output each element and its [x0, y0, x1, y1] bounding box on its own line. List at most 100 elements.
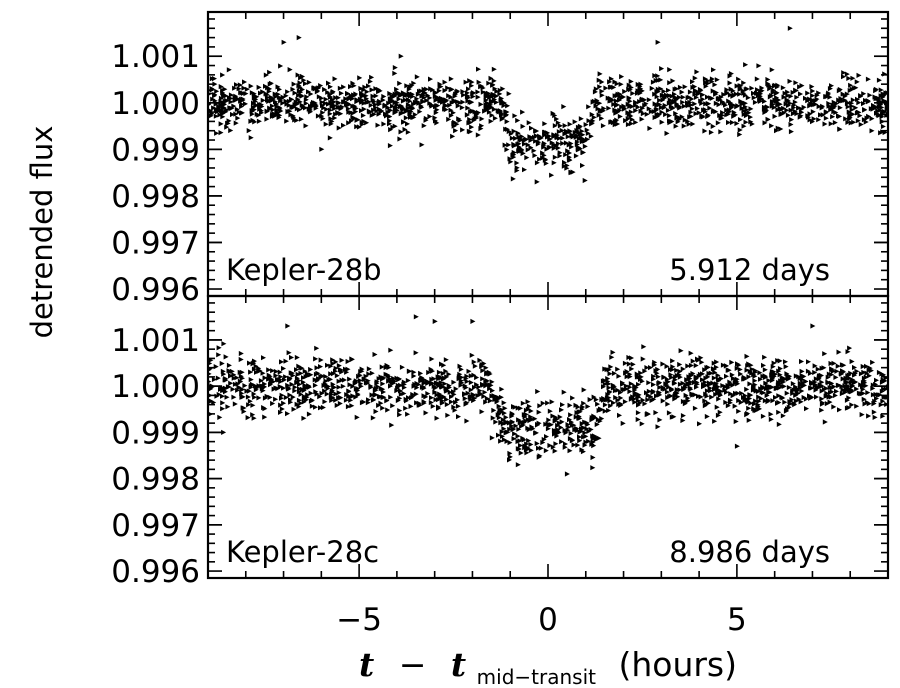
data-point — [736, 408, 742, 414]
data-point — [872, 414, 878, 420]
data-point — [541, 436, 547, 443]
data-point — [661, 88, 667, 94]
data-point — [518, 405, 524, 411]
data-point — [391, 94, 397, 100]
data-point — [829, 83, 834, 89]
data-point — [786, 384, 792, 391]
data-point — [860, 390, 866, 396]
data-point — [771, 373, 777, 379]
data-point — [248, 383, 254, 389]
data-point — [728, 391, 734, 397]
data-point — [479, 363, 485, 369]
data-point — [626, 86, 632, 92]
data-point — [787, 401, 793, 407]
data-point — [256, 395, 262, 401]
data-point — [345, 91, 350, 97]
data-point — [859, 412, 865, 418]
data-point — [330, 381, 336, 387]
data-point — [618, 389, 623, 396]
data-point — [392, 65, 398, 71]
data-point — [390, 103, 395, 109]
data-point — [762, 120, 768, 126]
data-point — [469, 124, 475, 130]
data-point — [674, 103, 680, 109]
data-point — [802, 382, 807, 388]
data-point — [589, 120, 595, 126]
data-point — [744, 107, 750, 113]
data-point — [629, 396, 635, 402]
data-point — [775, 102, 781, 108]
data-point — [596, 407, 602, 414]
data-point — [748, 119, 754, 125]
data-point — [476, 66, 481, 72]
data-point — [497, 91, 503, 97]
data-point — [635, 88, 641, 94]
data-point — [346, 120, 352, 126]
data-point — [277, 106, 283, 112]
data-point — [626, 361, 632, 367]
data-point — [790, 390, 796, 396]
data-point — [496, 432, 501, 438]
data-point — [618, 395, 624, 401]
data-point — [412, 112, 418, 118]
data-point — [375, 384, 381, 390]
data-point — [520, 400, 526, 406]
data-point — [737, 86, 743, 92]
data-point — [433, 397, 439, 403]
data-point — [358, 85, 364, 92]
data-point — [341, 84, 347, 90]
data-point — [520, 109, 526, 115]
data-point — [266, 98, 272, 104]
data-point — [602, 381, 608, 387]
data-point — [321, 105, 327, 111]
data-point — [376, 100, 382, 106]
data-point — [330, 90, 336, 96]
data-point — [794, 94, 800, 100]
data-point — [556, 429, 562, 436]
data-point — [385, 407, 391, 413]
data-point — [796, 105, 802, 111]
data-point — [374, 108, 380, 114]
data-point — [517, 137, 523, 143]
data-point — [593, 86, 599, 92]
data-point — [394, 100, 400, 106]
data-point — [758, 395, 764, 402]
data-point — [448, 94, 454, 100]
data-point — [702, 398, 708, 404]
data-point — [828, 390, 833, 396]
data-point — [511, 128, 517, 134]
data-point — [817, 382, 823, 388]
data-point — [655, 39, 661, 45]
data-point — [323, 378, 329, 384]
data-point — [343, 366, 348, 372]
data-point — [819, 396, 825, 402]
data-point — [312, 101, 318, 107]
data-point — [443, 97, 449, 103]
data-point — [606, 105, 612, 111]
data-point — [292, 90, 298, 96]
data-point — [520, 123, 526, 129]
data-point — [732, 403, 738, 409]
data-point — [775, 125, 781, 131]
data-point — [449, 100, 455, 106]
data-point — [766, 390, 772, 396]
data-point — [636, 402, 641, 408]
data-point — [211, 399, 217, 406]
data-point — [599, 416, 605, 422]
data-point — [696, 393, 701, 399]
data-point — [669, 100, 675, 106]
data-point — [262, 384, 268, 390]
data-point — [230, 111, 235, 118]
data-point — [463, 401, 469, 407]
data-point — [239, 386, 245, 392]
data-point — [347, 376, 353, 382]
data-point — [767, 384, 773, 390]
data-point — [562, 159, 567, 166]
data-point — [390, 124, 396, 130]
data-point — [270, 107, 276, 113]
data-point — [477, 388, 483, 394]
data-point — [437, 83, 443, 90]
data-point — [226, 67, 232, 73]
data-point — [486, 80, 492, 86]
data-point — [221, 429, 227, 435]
